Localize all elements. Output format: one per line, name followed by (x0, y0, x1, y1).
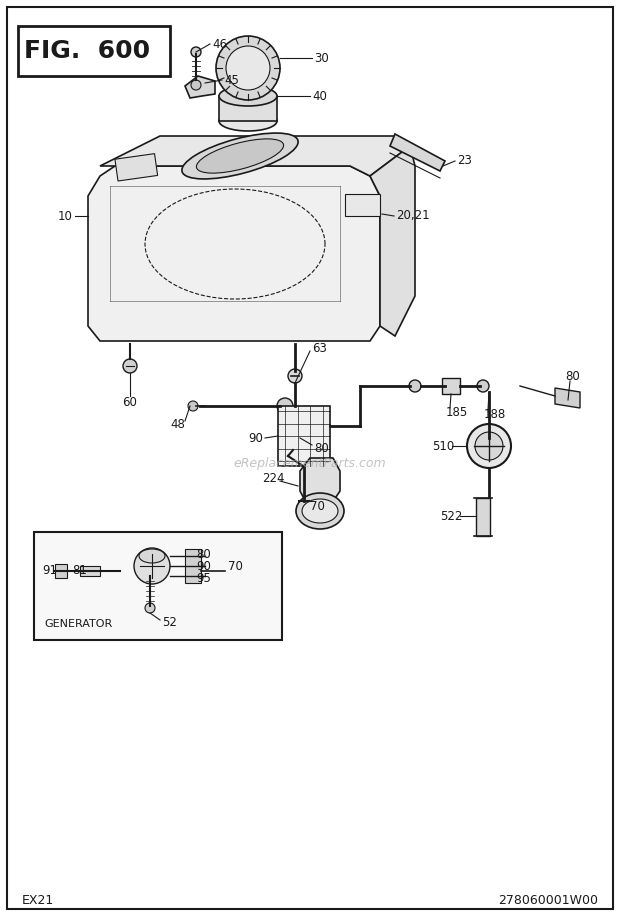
Text: 224: 224 (262, 472, 285, 485)
Text: 52: 52 (162, 616, 177, 629)
Ellipse shape (219, 111, 277, 131)
Text: 23: 23 (457, 155, 472, 168)
Text: 10: 10 (58, 210, 73, 223)
Circle shape (277, 398, 293, 414)
Text: 278060001W00: 278060001W00 (498, 893, 598, 907)
Polygon shape (185, 76, 215, 98)
Circle shape (191, 80, 201, 90)
Polygon shape (555, 388, 580, 408)
Text: 95: 95 (196, 572, 211, 584)
Text: 80: 80 (196, 548, 211, 561)
Circle shape (409, 380, 421, 392)
Circle shape (477, 380, 489, 392)
Polygon shape (219, 96, 277, 121)
Circle shape (216, 36, 280, 100)
Bar (55, 564, 67, 578)
Text: 90: 90 (248, 431, 263, 444)
Bar (476, 498, 490, 536)
Bar (345, 194, 380, 216)
Text: 80: 80 (314, 442, 329, 454)
Text: 81: 81 (72, 564, 87, 577)
Bar (442, 378, 460, 394)
Circle shape (475, 432, 503, 460)
Circle shape (288, 369, 302, 383)
Circle shape (134, 548, 170, 584)
Text: 40: 40 (312, 90, 327, 103)
Ellipse shape (197, 139, 283, 173)
Bar (34, 532, 282, 640)
Text: 188: 188 (484, 408, 507, 420)
Ellipse shape (139, 549, 165, 563)
Text: 185: 185 (446, 406, 468, 419)
Text: FIG.  600: FIG. 600 (24, 39, 150, 63)
Ellipse shape (182, 133, 298, 179)
Text: 90: 90 (196, 560, 211, 572)
Bar (185, 549, 201, 583)
Text: 48: 48 (170, 418, 185, 431)
Text: 510: 510 (432, 440, 454, 453)
Text: 20,21: 20,21 (396, 210, 430, 223)
Bar (278, 406, 330, 466)
Circle shape (191, 47, 201, 57)
Bar (18, 26, 170, 76)
Circle shape (123, 359, 137, 373)
Text: 45: 45 (224, 73, 239, 86)
Text: 91: 91 (42, 564, 57, 577)
Circle shape (145, 603, 155, 613)
Text: eReplacementParts.com: eReplacementParts.com (234, 457, 386, 471)
Circle shape (188, 401, 198, 411)
Text: 70: 70 (310, 499, 325, 512)
Text: 80: 80 (565, 369, 580, 383)
Text: 63: 63 (312, 342, 327, 354)
Text: 522: 522 (440, 509, 463, 522)
Text: 60: 60 (122, 396, 137, 409)
Bar (115, 154, 157, 181)
Polygon shape (390, 134, 445, 171)
Ellipse shape (296, 493, 344, 529)
Circle shape (467, 424, 511, 468)
Ellipse shape (302, 499, 338, 523)
Circle shape (226, 46, 270, 90)
Polygon shape (370, 146, 415, 336)
Text: EX21: EX21 (22, 893, 55, 907)
Polygon shape (100, 136, 410, 176)
Text: GENERATOR: GENERATOR (44, 619, 112, 629)
Bar (80, 566, 100, 576)
Text: 30: 30 (314, 51, 329, 64)
Polygon shape (300, 458, 340, 506)
Ellipse shape (219, 86, 277, 106)
Polygon shape (88, 166, 380, 341)
Text: 46: 46 (212, 38, 227, 50)
Text: 70: 70 (228, 560, 243, 572)
